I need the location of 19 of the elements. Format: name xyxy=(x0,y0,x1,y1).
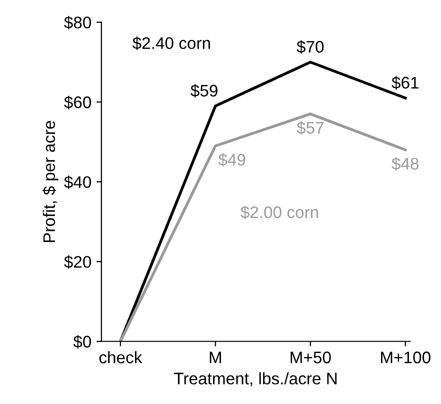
y-tick-label: $60 xyxy=(64,96,92,110)
text: $2.00 corn xyxy=(240,206,318,220)
x-axis-title: Treatment, lbs./acre N xyxy=(174,372,337,386)
x-tick-label: M xyxy=(210,352,221,364)
data-label: $70 xyxy=(296,40,324,54)
data-label: $61 xyxy=(392,76,418,90)
x-tick-label: M+100 xyxy=(381,352,430,364)
data-label: $59 xyxy=(190,84,218,98)
x-tick-label: check xyxy=(99,351,142,364)
y-axis-title: Profit, $ per acre xyxy=(42,120,58,242)
y-tick-label: $80 xyxy=(64,16,92,30)
x-tick-label: M+50 xyxy=(290,352,331,364)
data-label: $48 xyxy=(392,157,419,171)
data-label: $49 xyxy=(218,153,246,167)
text: $2.40 corn xyxy=(132,36,210,50)
y-tick-label: $40 xyxy=(64,176,92,189)
y-tick-label: $0 xyxy=(73,335,92,349)
y-tick-label: $20 xyxy=(64,255,92,269)
data-label: $57 xyxy=(296,121,324,135)
